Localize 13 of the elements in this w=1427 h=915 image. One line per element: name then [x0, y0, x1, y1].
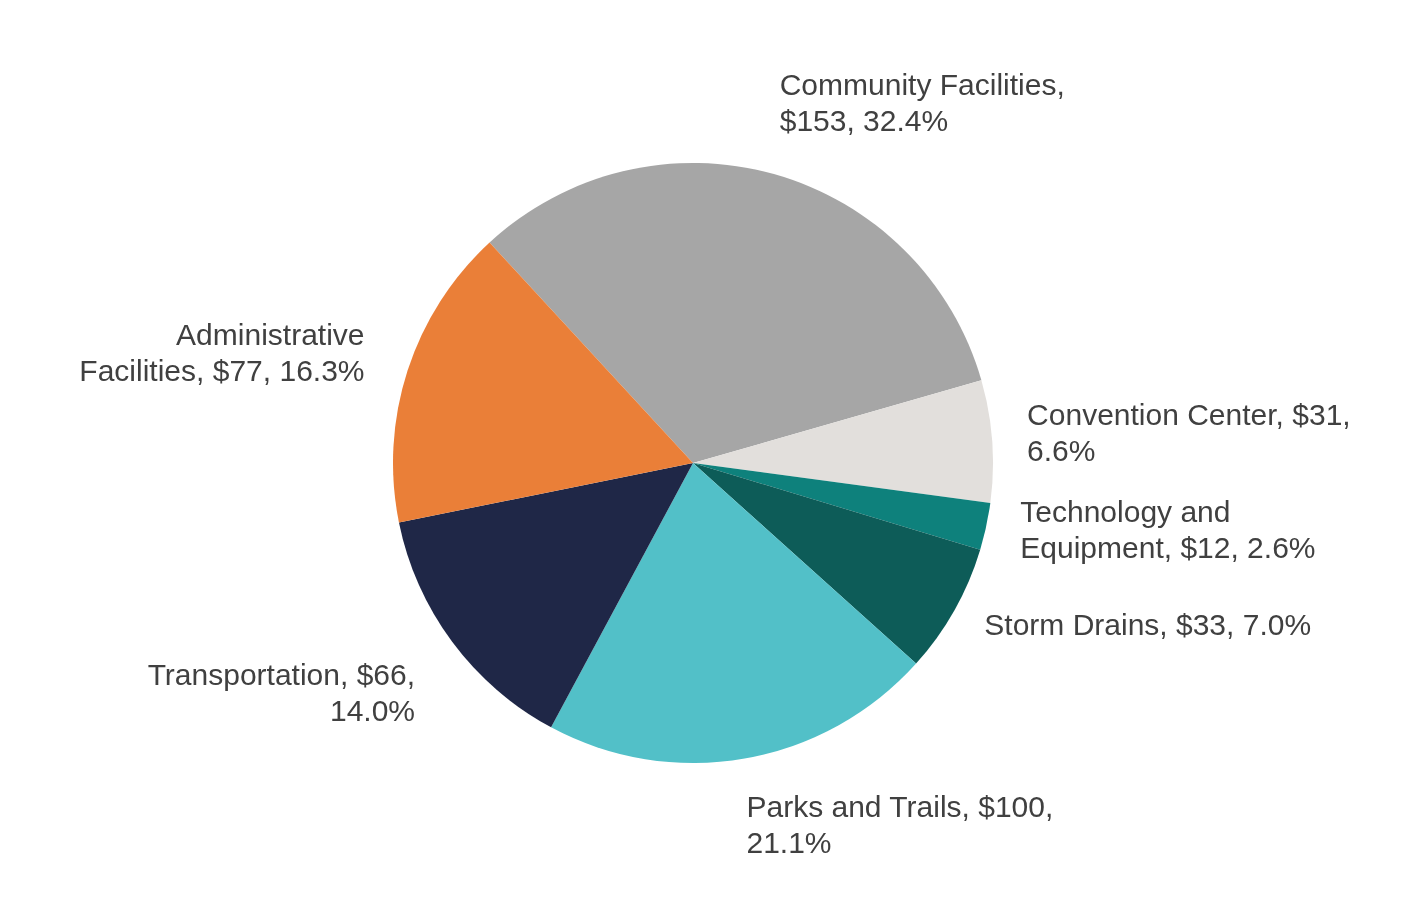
slice-label: Community Facilities, $153, 32.4% — [779, 67, 1065, 137]
pie-slice — [551, 463, 917, 763]
slice-label: Convention Center, $31, 6.6% — [1027, 398, 1351, 468]
slice-label: Parks and Trails, $100, 21.1% — [746, 789, 1054, 859]
pie-slice — [489, 163, 982, 463]
slice-label: Transportation, $66, 14.0% — [147, 657, 416, 727]
pie-slice — [693, 380, 993, 503]
slice-label: Technology and Equipment, $12, 2.6% — [1020, 494, 1316, 564]
pie-slice — [693, 463, 981, 664]
slice-label: Administrative Facilities, $77, 16.3% — [79, 318, 365, 388]
slice-label: Storm Drains, $33, 7.0% — [984, 607, 1312, 641]
pie-slice — [393, 242, 693, 523]
pie-slice — [693, 463, 991, 550]
